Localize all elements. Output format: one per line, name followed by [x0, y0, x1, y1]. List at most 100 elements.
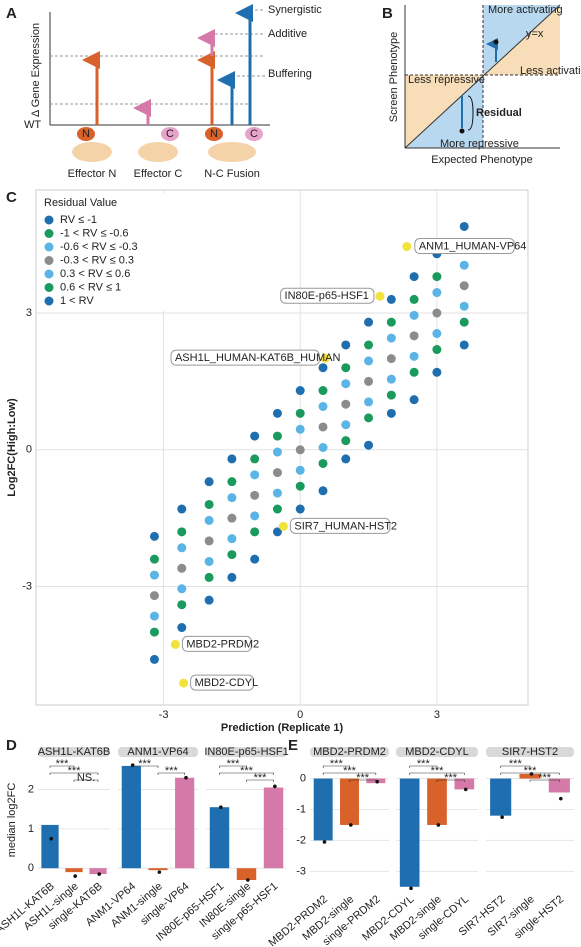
significance-label: ***: [165, 765, 179, 777]
facet-title: ASH1L-KAT6B: [38, 746, 111, 758]
legend-swatch: [44, 269, 54, 279]
significance-label: ***: [254, 772, 268, 784]
bar: [519, 773, 541, 779]
domain: [205, 127, 223, 141]
strip: [396, 747, 478, 757]
y-tick-label: -3: [296, 865, 306, 877]
highlight-point: [170, 639, 180, 649]
significance-bracket: [500, 772, 560, 775]
point: [177, 527, 187, 537]
point: [409, 331, 419, 341]
residual-label: Residual: [476, 107, 522, 119]
legend-swatch: [44, 242, 54, 252]
point: [364, 340, 374, 350]
point: [272, 447, 282, 457]
point: [204, 556, 214, 566]
point: [204, 595, 214, 605]
bar: [263, 787, 284, 869]
point: [386, 408, 396, 418]
bar: [490, 778, 512, 816]
facet-title: ANM1-VP64: [127, 746, 188, 758]
significance-bracket: [49, 765, 75, 768]
point: [341, 340, 351, 350]
significance-bracket: [409, 772, 465, 775]
significance-bracket: [246, 779, 274, 782]
significance-label: ***: [509, 758, 523, 770]
y-tick-label: 2: [28, 783, 34, 795]
point: [459, 260, 469, 270]
replicate-point: [436, 823, 441, 827]
point: [149, 570, 159, 580]
label-box: [280, 287, 375, 304]
point: [318, 486, 328, 496]
significance-label: ***: [538, 772, 552, 784]
point: [204, 572, 214, 582]
bar: [175, 777, 195, 869]
point: [149, 591, 159, 601]
significance-label: ***: [138, 758, 152, 770]
bar: [548, 778, 570, 793]
y-tick-label: 0: [28, 862, 34, 874]
point: [204, 477, 214, 487]
point: [295, 504, 305, 514]
label-box: [181, 635, 252, 652]
y-tick-label: 0: [26, 444, 32, 456]
y-tick-label: 1: [28, 823, 34, 835]
point: [295, 445, 305, 455]
replicate-point: [97, 872, 101, 876]
point: [250, 454, 260, 464]
point: [149, 627, 159, 637]
point: [341, 420, 351, 430]
point: [364, 356, 374, 366]
significance-bracket: [409, 765, 438, 768]
point: [204, 515, 214, 525]
point: [250, 511, 260, 521]
example-point: [493, 39, 499, 45]
point: [364, 440, 374, 450]
legend-swatch: [44, 229, 54, 238]
panel-label: B: [382, 5, 393, 22]
replicate-point: [73, 874, 77, 878]
significance-bracket: [219, 765, 247, 768]
group-label: Effector N: [68, 168, 117, 180]
highlight-point: [278, 521, 288, 531]
point: [386, 294, 396, 304]
point: [341, 379, 351, 389]
point-label: ASH1L_HUMAN-KAT6B_HUMAN: [175, 352, 341, 364]
point: [432, 272, 442, 282]
replicate-point: [49, 836, 53, 841]
point: [272, 408, 282, 418]
point: [250, 490, 260, 500]
point: [409, 294, 419, 304]
legend-label: 0.3 < RV ≤ 0.6: [60, 268, 130, 280]
replicate-point: [463, 787, 468, 792]
point: [318, 386, 328, 396]
highlight-point: [320, 353, 330, 363]
group-label: Effector C: [134, 168, 183, 180]
legend-box: [39, 193, 167, 311]
point: [204, 499, 214, 509]
y-tick-label: -3: [22, 580, 32, 592]
panel-label: E: [288, 737, 298, 754]
replicate-point: [157, 870, 162, 874]
point: [432, 367, 442, 377]
point: [318, 363, 328, 373]
facet-title: IN80E-p65-HSF1: [204, 746, 288, 758]
legend-swatch: [44, 256, 54, 265]
significance-bracket: [349, 779, 377, 782]
point: [227, 493, 237, 503]
bar: [41, 824, 59, 869]
point: [432, 288, 442, 298]
significance-label: ***: [227, 758, 241, 770]
panel-a: A Δ Gene Expression WT Synergistic Addit…: [6, 4, 322, 180]
bar: [65, 868, 83, 873]
point: [409, 272, 419, 282]
point-label: MBD2-PRDM2: [186, 638, 259, 650]
legend-label: -0.3 < RV ≤ 0.3: [60, 254, 134, 266]
domain: [77, 127, 95, 141]
point: [227, 454, 237, 464]
replicate-point: [559, 796, 563, 801]
y-axis-label: median log2FC: [6, 783, 18, 858]
point: [227, 534, 237, 544]
